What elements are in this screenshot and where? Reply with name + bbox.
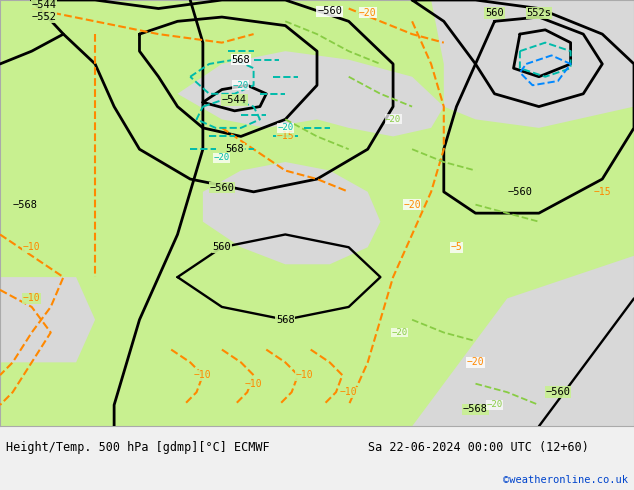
Text: −20: −20	[214, 153, 230, 162]
Polygon shape	[431, 0, 634, 128]
Text: 552s: 552s	[526, 8, 552, 18]
Polygon shape	[412, 256, 634, 426]
Polygon shape	[539, 0, 634, 43]
Text: −560: −560	[507, 187, 533, 197]
Text: ©weatheronline.co.uk: ©weatheronline.co.uk	[503, 475, 628, 485]
Text: 560: 560	[212, 242, 231, 252]
Text: −560: −560	[209, 183, 235, 193]
Text: −10: −10	[340, 387, 358, 397]
Text: −15: −15	[593, 187, 611, 197]
Text: −20: −20	[467, 357, 484, 368]
Text: −10: −10	[23, 242, 41, 252]
Text: 568: 568	[225, 144, 244, 154]
Text: 568: 568	[231, 55, 250, 65]
Polygon shape	[0, 277, 95, 363]
Text: −20: −20	[233, 81, 249, 90]
Polygon shape	[203, 162, 380, 264]
Text: −560: −560	[545, 387, 571, 397]
Text: −20: −20	[277, 123, 294, 132]
Text: −560: −560	[317, 6, 342, 16]
Text: −10: −10	[23, 294, 41, 303]
Text: −20: −20	[359, 8, 377, 18]
Text: −10: −10	[295, 370, 313, 380]
Text: Height/Temp. 500 hPa [gdmp][°C] ECMWF: Height/Temp. 500 hPa [gdmp][°C] ECMWF	[6, 441, 270, 454]
Text: −544: −544	[32, 0, 56, 10]
Text: −20: −20	[403, 199, 421, 210]
Text: −10: −10	[194, 370, 212, 380]
Text: −20: −20	[385, 115, 401, 124]
Text: −15: −15	[276, 131, 294, 142]
Text: −568: −568	[463, 404, 488, 414]
Polygon shape	[0, 0, 634, 426]
Text: Sa 22-06-2024 00:00 UTC (12+60): Sa 22-06-2024 00:00 UTC (12+60)	[368, 441, 588, 454]
Text: 560: 560	[485, 8, 504, 18]
Text: −568: −568	[13, 199, 37, 210]
Polygon shape	[178, 51, 444, 136]
Text: −20: −20	[486, 400, 503, 410]
Text: −5: −5	[451, 242, 462, 252]
Text: −552: −552	[32, 12, 56, 22]
Text: −10: −10	[245, 379, 262, 389]
Text: −544: −544	[222, 95, 247, 105]
Text: 568: 568	[276, 315, 295, 325]
Text: −20: −20	[391, 328, 408, 337]
